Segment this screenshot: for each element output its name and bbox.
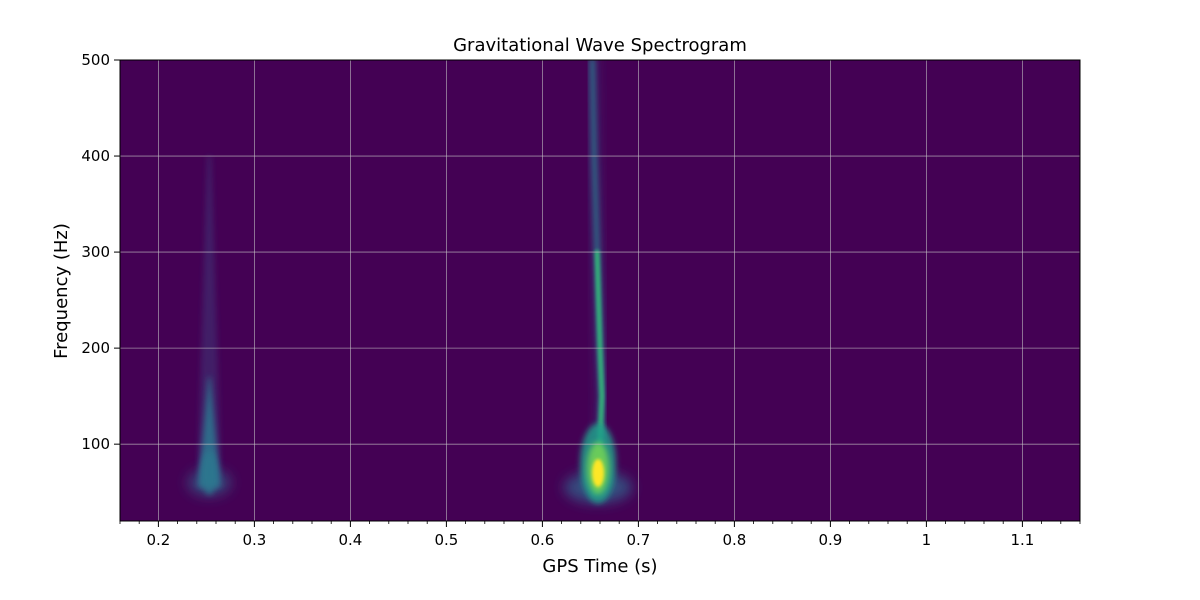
- x-tick-label: 0.5: [434, 531, 458, 549]
- x-axis-label: GPS Time (s): [542, 556, 657, 577]
- x-tick-label: 0.8: [722, 531, 746, 549]
- x-tick-label: 0.3: [242, 531, 266, 549]
- x-tick-label: 1.1: [1010, 531, 1034, 549]
- y-tick-label: 400: [81, 147, 110, 165]
- chirp-feature: [564, 60, 633, 504]
- y-tick-label: 300: [81, 243, 110, 261]
- y-tick-label: 100: [81, 435, 110, 453]
- heatmap-layer: [187, 60, 633, 504]
- y-axis-label: Frequency (Hz): [51, 223, 72, 359]
- y-tick-label: 500: [81, 51, 110, 69]
- y-axis: 100 200 300 400 500: [81, 51, 120, 453]
- glitch-tail: [197, 156, 222, 488]
- chart-title: Gravitational Wave Spectrogram: [453, 35, 747, 56]
- x-tick-label: 0.9: [818, 531, 842, 549]
- glitch-feature: [187, 156, 232, 497]
- x-tick-label: 0.4: [338, 531, 362, 549]
- chirp-peak: [592, 458, 605, 487]
- x-tick-label: 0.2: [146, 531, 170, 549]
- x-tick-label: 1: [922, 531, 932, 549]
- x-tick-label: 0.6: [530, 531, 554, 549]
- glitch-peak: [201, 450, 218, 495]
- x-tick-label: 0.7: [626, 531, 650, 549]
- grid-lines: [120, 60, 1080, 521]
- x-axis: 0.2 0.3 0.4 0.5 0.6 0.7 0.8 0.9 1 1.1: [119, 521, 1081, 549]
- y-tick-label: 200: [81, 339, 110, 357]
